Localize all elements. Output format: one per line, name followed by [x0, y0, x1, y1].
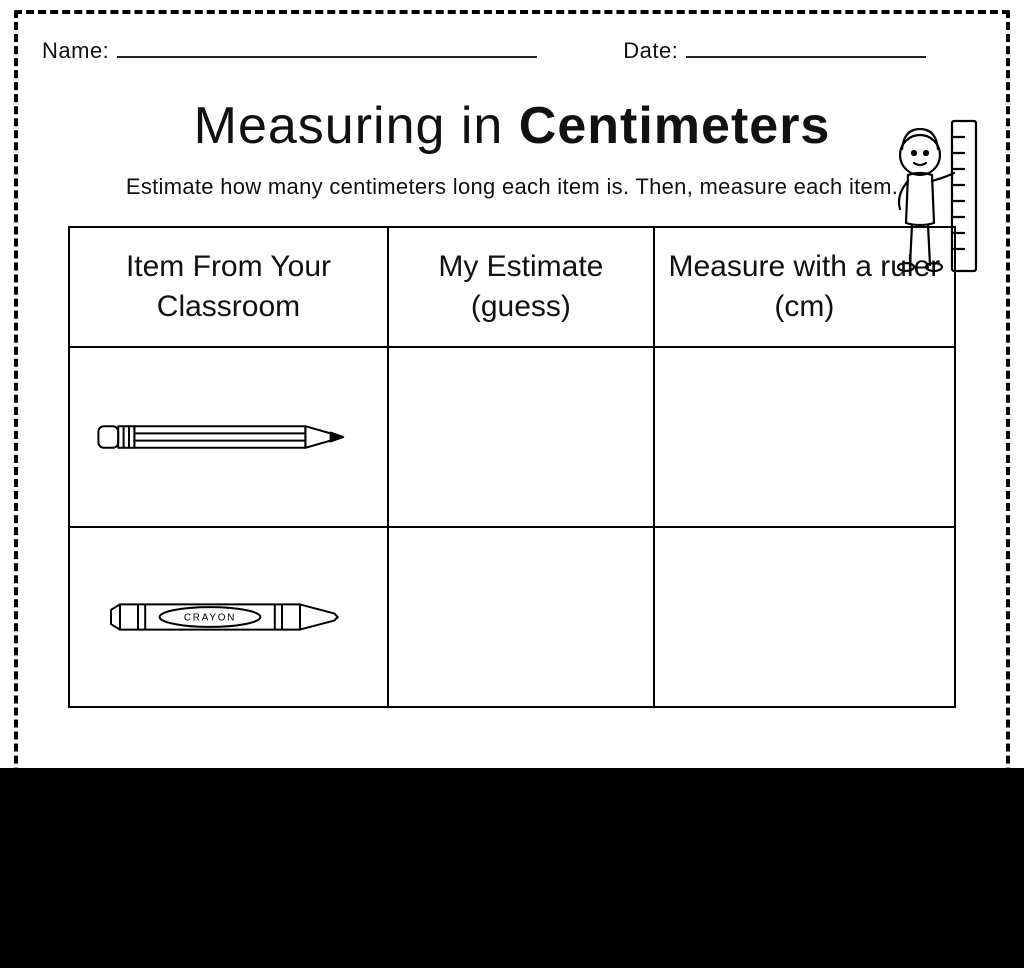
estimate-cell[interactable] [388, 347, 654, 527]
ruler-child-icon [884, 115, 994, 285]
header-line: Name: Date: [22, 18, 1002, 64]
item-cell-pencil [69, 347, 388, 527]
crayon-label-text: CRAYON [184, 613, 236, 624]
pencil-icon [93, 413, 363, 461]
date-label: Date: [623, 38, 678, 64]
instructions-text: Estimate how many centimeters long each … [22, 174, 1002, 200]
crayon-icon: CRAYON [93, 591, 363, 643]
col-header-estimate: My Estimate (guess) [388, 227, 654, 347]
title-prefix: Measuring in [194, 97, 519, 155]
col-header-item: Item From Your Classroom [69, 227, 388, 347]
measure-cell[interactable] [654, 527, 955, 707]
item-cell-crayon: CRAYON [69, 527, 388, 707]
name-blank[interactable] [117, 38, 537, 58]
name-label: Name: [42, 38, 109, 64]
date-blank[interactable] [686, 38, 926, 58]
table-row: CRAYON [69, 527, 955, 707]
worksheet-page: Name: Date: Measuring in Centimeters Est… [0, 0, 1024, 768]
worksheet-title: Measuring in Centimeters [22, 96, 1002, 156]
table-row [69, 347, 955, 527]
table-header-row: Item From Your Classroom My Estimate (gu… [69, 227, 955, 347]
measurement-table: Item From Your Classroom My Estimate (gu… [68, 226, 956, 708]
estimate-cell[interactable] [388, 527, 654, 707]
measure-cell[interactable] [654, 347, 955, 527]
title-emphasis: Centimeters [519, 97, 831, 155]
